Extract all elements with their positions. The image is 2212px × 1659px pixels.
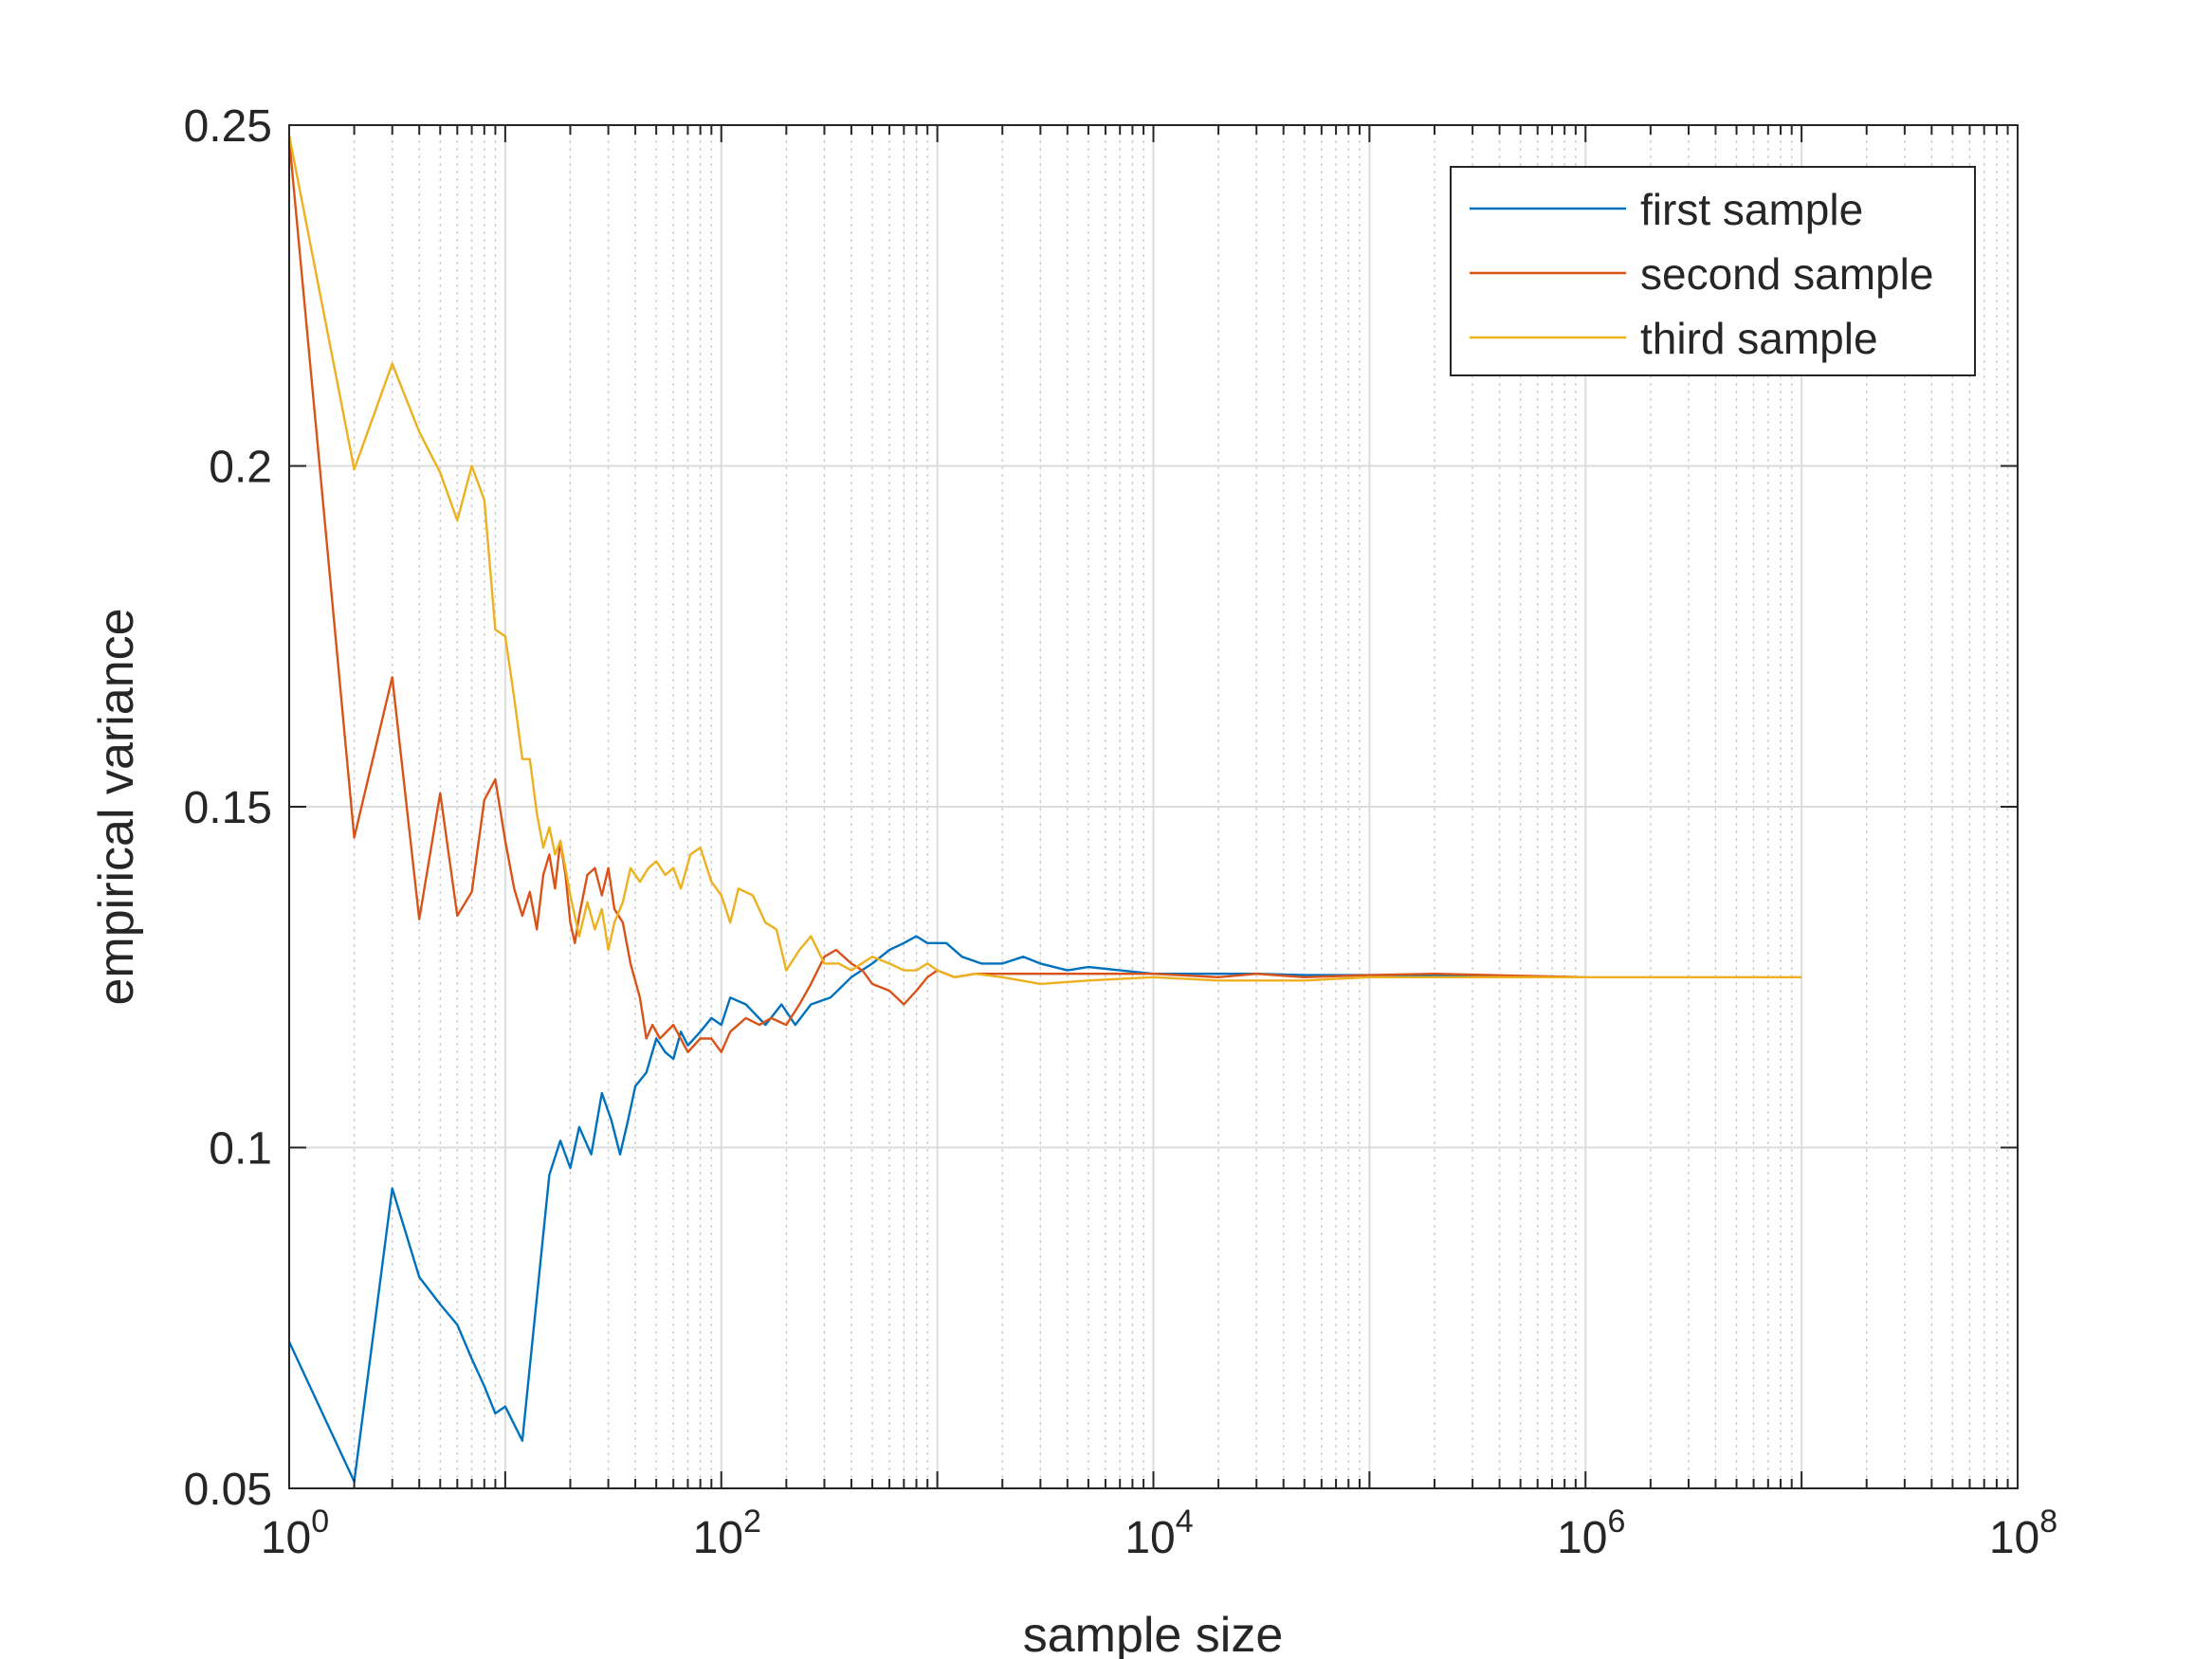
y-tick-label: 0.1 [209,1124,272,1175]
x-tick-label: 100 [261,1504,329,1563]
x-tick-label: 108 [1989,1504,2057,1563]
x-tick-labels: 100 102 104 106 108 [261,1504,2057,1563]
major-gridlines [289,125,2018,1488]
x-tick-label: 102 [693,1504,761,1563]
legend-label-second-sample: second sample [1640,249,1933,299]
x-tick-label: 104 [1124,1504,1193,1563]
legend-label-third-sample: third sample [1640,314,1878,363]
y-tick-label: 0.05 [184,1465,272,1515]
series-layer [287,135,1802,1484]
y-tick-label: 0.25 [184,101,272,152]
y-tick-labels: 0.05 0.1 0.15 0.2 0.25 [184,101,272,1515]
y-tick-label: 0.2 [209,443,272,493]
x-axis-label: sample size [1023,1608,1284,1659]
axis-ticks [288,124,2019,1489]
y-tick-label: 0.15 [184,783,272,833]
legend-label-first-sample: first sample [1640,185,1863,234]
y-axis-label: empirical variance [89,608,144,1005]
legend-box [1450,166,1976,376]
series-line-third-sample [287,135,1802,986]
series-line-first-sample [287,935,1586,1484]
legend: first sample second sample third sample [1450,166,1976,376]
x-tick-label: 106 [1557,1504,1625,1563]
